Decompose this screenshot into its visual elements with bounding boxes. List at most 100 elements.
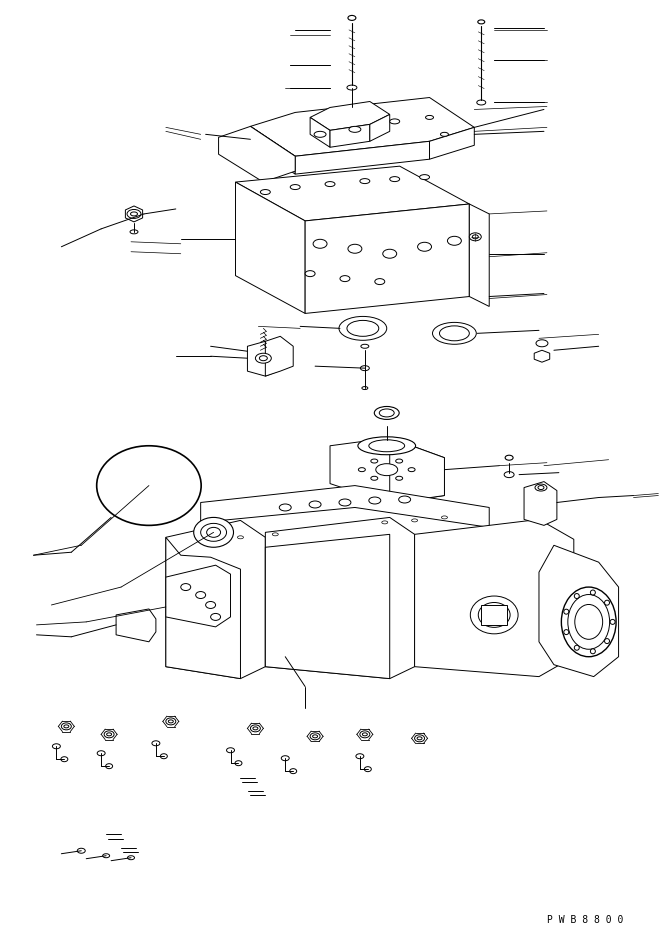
Ellipse shape [347,85,357,90]
Ellipse shape [478,603,510,628]
Polygon shape [470,204,489,307]
Ellipse shape [369,497,381,504]
Ellipse shape [64,725,69,728]
Ellipse shape [399,496,411,503]
Polygon shape [265,534,389,679]
Ellipse shape [383,249,397,259]
Polygon shape [534,350,550,362]
Ellipse shape [339,316,387,340]
Polygon shape [218,126,295,182]
Ellipse shape [130,212,138,216]
Ellipse shape [290,768,297,774]
Ellipse shape [470,233,481,241]
Ellipse shape [313,239,327,248]
Ellipse shape [389,119,399,124]
Ellipse shape [281,756,289,761]
Ellipse shape [200,524,226,541]
Polygon shape [265,517,415,679]
Polygon shape [250,126,295,174]
Ellipse shape [349,126,361,133]
Polygon shape [310,118,330,147]
Ellipse shape [361,344,369,349]
Polygon shape [295,141,430,174]
Ellipse shape [574,604,603,640]
Ellipse shape [478,19,485,24]
Ellipse shape [290,184,300,189]
Ellipse shape [504,472,514,477]
Ellipse shape [470,596,518,634]
Ellipse shape [250,725,261,731]
Ellipse shape [360,365,369,371]
Ellipse shape [358,467,365,472]
Polygon shape [524,482,557,526]
Ellipse shape [360,179,370,184]
Ellipse shape [206,527,220,538]
Ellipse shape [279,504,291,511]
Ellipse shape [381,521,387,524]
Polygon shape [310,101,389,131]
Ellipse shape [309,501,321,508]
Ellipse shape [379,409,394,417]
Ellipse shape [420,174,430,180]
Ellipse shape [340,275,350,282]
Ellipse shape [505,455,513,460]
Ellipse shape [605,639,609,643]
Ellipse shape [52,743,60,749]
Polygon shape [430,127,474,159]
Ellipse shape [605,600,609,605]
Ellipse shape [375,279,385,285]
Ellipse shape [104,730,114,738]
Ellipse shape [348,245,362,253]
Ellipse shape [226,748,234,753]
Polygon shape [389,438,444,503]
Ellipse shape [591,590,595,595]
Ellipse shape [411,519,418,522]
Ellipse shape [77,848,86,853]
Polygon shape [415,519,574,677]
Ellipse shape [348,16,356,20]
Ellipse shape [206,602,216,608]
Ellipse shape [97,446,201,526]
Ellipse shape [103,854,110,857]
Ellipse shape [364,767,371,771]
Ellipse shape [371,459,378,463]
Ellipse shape [128,856,134,859]
Ellipse shape [561,587,616,656]
Ellipse shape [389,177,399,182]
Ellipse shape [160,754,167,758]
Ellipse shape [432,323,476,344]
Polygon shape [236,182,305,313]
Ellipse shape [181,584,191,590]
Ellipse shape [61,756,68,762]
Ellipse shape [564,609,568,615]
Ellipse shape [374,406,399,419]
Ellipse shape [259,356,267,361]
Ellipse shape [152,741,160,746]
Ellipse shape [261,189,271,195]
Ellipse shape [395,476,403,480]
Ellipse shape [325,182,335,186]
Ellipse shape [371,476,378,480]
Ellipse shape [360,730,370,738]
Ellipse shape [238,536,243,539]
Ellipse shape [415,735,425,742]
Ellipse shape [564,629,568,635]
Ellipse shape [305,271,315,276]
Polygon shape [236,166,470,221]
Ellipse shape [130,230,138,234]
Ellipse shape [168,720,173,723]
Ellipse shape [106,764,113,768]
Ellipse shape [477,100,486,105]
Ellipse shape [362,733,367,736]
Ellipse shape [448,236,462,246]
Polygon shape [330,124,370,147]
Ellipse shape [97,751,105,756]
Ellipse shape [210,614,220,620]
Ellipse shape [395,459,403,463]
Polygon shape [265,337,293,376]
Ellipse shape [568,594,610,649]
Ellipse shape [235,761,242,766]
Polygon shape [370,114,389,141]
Ellipse shape [196,591,206,599]
Polygon shape [481,605,507,625]
